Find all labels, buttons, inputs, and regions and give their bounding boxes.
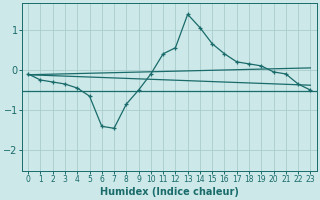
X-axis label: Humidex (Indice chaleur): Humidex (Indice chaleur) — [100, 187, 239, 197]
